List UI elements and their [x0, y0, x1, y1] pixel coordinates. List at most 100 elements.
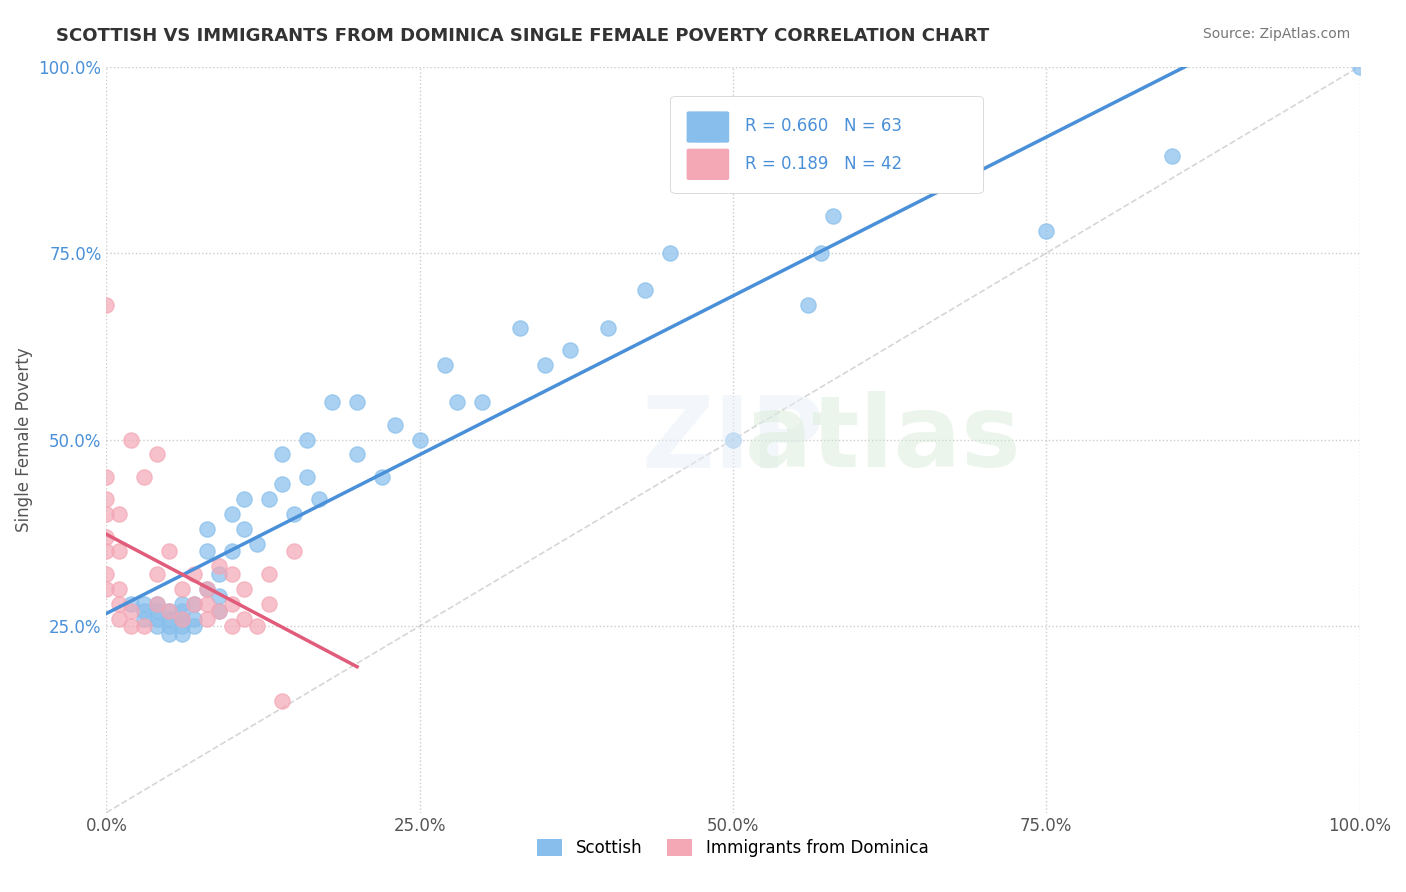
Point [195, 582, 218, 596]
Point [433, 358, 456, 372]
Point [846, 171, 869, 186]
Point [108, 597, 131, 611]
Point [233, 492, 256, 507]
Point [157, 611, 180, 625]
Point [283, 544, 305, 558]
Point [96, 530, 118, 544]
Point [132, 604, 155, 618]
Point [145, 611, 167, 625]
Point [208, 604, 231, 618]
Point [446, 395, 468, 409]
Point [810, 246, 832, 260]
Point [170, 626, 193, 640]
Point [145, 448, 167, 462]
Point [157, 619, 180, 633]
Point [195, 597, 218, 611]
Point [1035, 224, 1057, 238]
Point [96, 507, 118, 521]
Point [471, 395, 494, 409]
Point [233, 582, 256, 596]
Point [132, 597, 155, 611]
Point [246, 537, 269, 551]
Point [384, 417, 406, 432]
Point [208, 604, 231, 618]
Point [183, 619, 205, 633]
Point [132, 611, 155, 625]
Point [534, 358, 557, 372]
Point [96, 544, 118, 558]
Point [295, 470, 318, 484]
Point [346, 448, 368, 462]
Point [121, 433, 143, 447]
Point [721, 433, 744, 447]
Point [195, 582, 218, 596]
Point [145, 604, 167, 618]
Point [1348, 60, 1371, 74]
Point [221, 544, 243, 558]
FancyBboxPatch shape [671, 96, 984, 194]
Point [170, 611, 193, 625]
Point [170, 619, 193, 633]
Point [221, 597, 243, 611]
Point [108, 507, 131, 521]
Point [259, 566, 281, 581]
Point [270, 477, 292, 491]
Point [208, 559, 231, 574]
Point [1160, 149, 1182, 163]
Point [233, 522, 256, 536]
Point [283, 507, 305, 521]
FancyBboxPatch shape [686, 112, 730, 143]
Point [221, 566, 243, 581]
Point [221, 507, 243, 521]
Point [246, 619, 269, 633]
Point [145, 597, 167, 611]
Point [823, 209, 845, 223]
Point [183, 597, 205, 611]
Point [121, 597, 143, 611]
FancyBboxPatch shape [686, 149, 730, 180]
Text: ZIP: ZIP [641, 391, 824, 488]
Point [96, 582, 118, 596]
Point [270, 693, 292, 707]
Point [295, 433, 318, 447]
Point [157, 544, 180, 558]
Point [346, 395, 368, 409]
Point [108, 582, 131, 596]
Point [157, 604, 180, 618]
Point [910, 149, 932, 163]
Legend: Scottish, Immigrants from Dominica: Scottish, Immigrants from Dominica [531, 832, 935, 863]
Point [371, 470, 394, 484]
Point [259, 492, 281, 507]
Point [96, 566, 118, 581]
Point [195, 544, 218, 558]
Point [308, 492, 330, 507]
Point [145, 619, 167, 633]
Point [96, 492, 118, 507]
Point [596, 320, 619, 334]
Point [132, 619, 155, 633]
Text: R = 0.660   N = 63: R = 0.660 N = 63 [745, 117, 903, 136]
Point [558, 343, 581, 357]
Point [183, 566, 205, 581]
Point [157, 626, 180, 640]
Point [259, 597, 281, 611]
Text: SCOTTISH VS IMMIGRANTS FROM DOMINICA SINGLE FEMALE POVERTY CORRELATION CHART: SCOTTISH VS IMMIGRANTS FROM DOMINICA SIN… [56, 27, 990, 45]
Point [221, 619, 243, 633]
Y-axis label: Single Female Poverty: Single Female Poverty [15, 347, 32, 532]
Point [509, 320, 531, 334]
Point [321, 395, 343, 409]
Point [270, 448, 292, 462]
Point [132, 470, 155, 484]
Point [183, 597, 205, 611]
Text: R = 0.189   N = 42: R = 0.189 N = 42 [745, 154, 903, 172]
Point [408, 433, 430, 447]
Point [170, 604, 193, 618]
Point [170, 597, 193, 611]
Point [195, 522, 218, 536]
Point [145, 597, 167, 611]
Point [208, 566, 231, 581]
Point [659, 246, 682, 260]
Point [233, 611, 256, 625]
Text: atlas: atlas [745, 391, 1022, 488]
Point [121, 619, 143, 633]
